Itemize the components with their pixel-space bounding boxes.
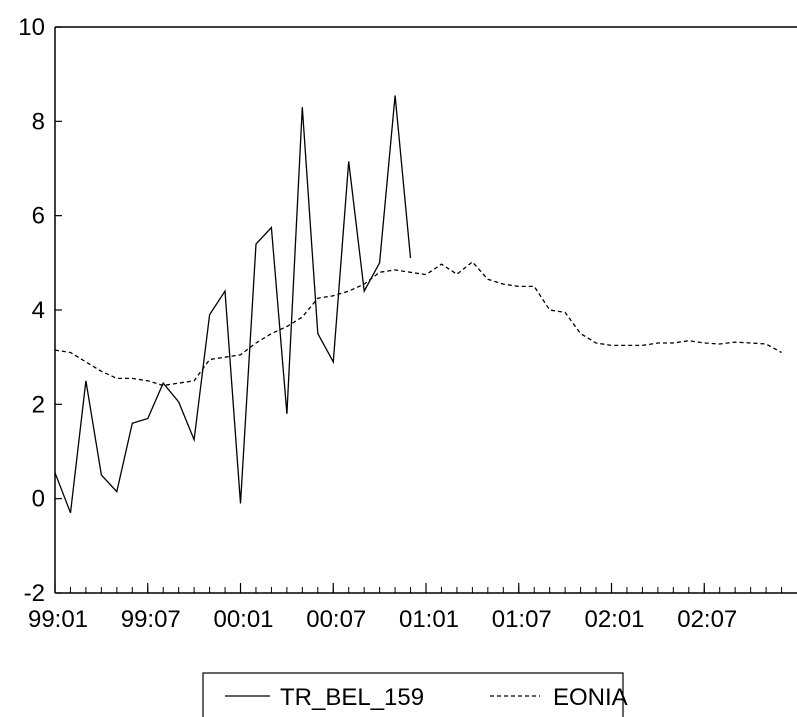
legend-label-tr-bel-159: TR_BEL_159 <box>280 684 424 711</box>
x-tick-label: 00:01 <box>213 606 273 633</box>
series-layer <box>54 95 782 514</box>
x-tick-label: 99:07 <box>121 606 181 633</box>
y-tick-label: -2 <box>24 580 45 607</box>
legend-label-eonia: EONIA <box>553 684 628 711</box>
x-tick-label: 01:07 <box>492 606 552 633</box>
x-tick-label: 99:01 <box>28 606 88 633</box>
legend-box <box>202 672 624 717</box>
x-axis: 99:01 99:07 00:01 00:07 01:01 01:07 02:01 02:07 <box>28 583 783 633</box>
plot-frame <box>54 26 797 594</box>
x-tick-label: 01:01 <box>399 606 459 633</box>
legend: TR_BEL_159 EONIA <box>202 672 628 717</box>
series-line-tr-bel-159 <box>54 95 412 514</box>
y-tick-label: 8 <box>32 108 45 135</box>
y-tick-label: 10 <box>18 14 45 41</box>
y-tick-label: 2 <box>32 391 45 418</box>
y-tick-label: 0 <box>32 486 45 513</box>
y-tick-label: 4 <box>32 297 45 324</box>
y-axis: -2 0 2 4 6 8 10 <box>18 14 62 607</box>
x-tick-label: 00:07 <box>306 606 366 633</box>
x-tick-label: 02:01 <box>584 606 644 633</box>
y-tick-label: 6 <box>32 203 45 230</box>
series-line-eonia <box>54 261 782 387</box>
x-tick-label: 02:07 <box>677 606 737 633</box>
